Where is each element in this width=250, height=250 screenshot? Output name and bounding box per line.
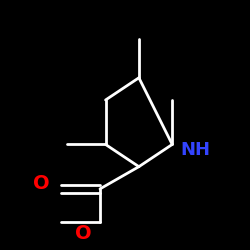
Text: O: O <box>75 224 92 243</box>
Text: O: O <box>33 174 50 193</box>
Text: NH: NH <box>180 141 210 159</box>
